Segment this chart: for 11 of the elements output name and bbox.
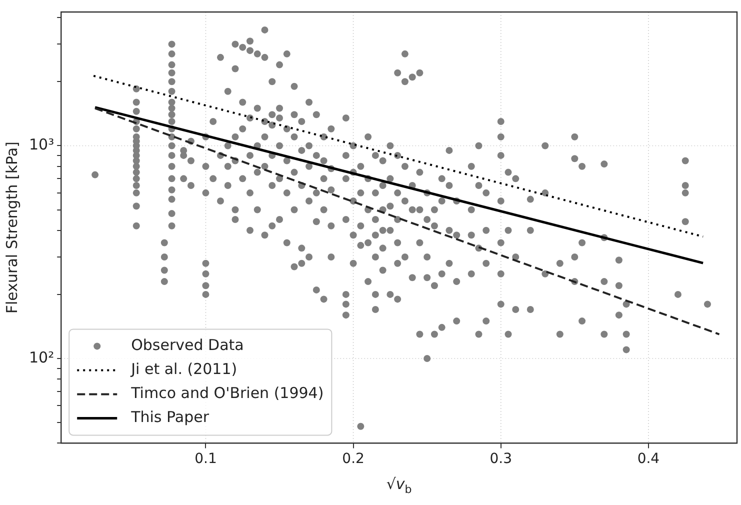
legend-label: Timco and O'Brien (1994) <box>130 384 324 402</box>
x-tick-label: 0.3 <box>490 451 512 468</box>
y-axis-title: Flexural Strength [kPa] <box>2 142 21 314</box>
legend-label: Observed Data <box>131 336 244 354</box>
y-tick-label: 10³ <box>28 136 54 154</box>
legend-label: This Paper <box>130 408 210 426</box>
legend-label: Ji et al. (2011) <box>130 360 238 378</box>
x-tick-label: 0.4 <box>637 451 660 468</box>
y-tick-label: 10² <box>28 348 54 366</box>
x-tick-label: 0.2 <box>342 451 364 468</box>
x-tick-label: 0.1 <box>194 451 217 468</box>
